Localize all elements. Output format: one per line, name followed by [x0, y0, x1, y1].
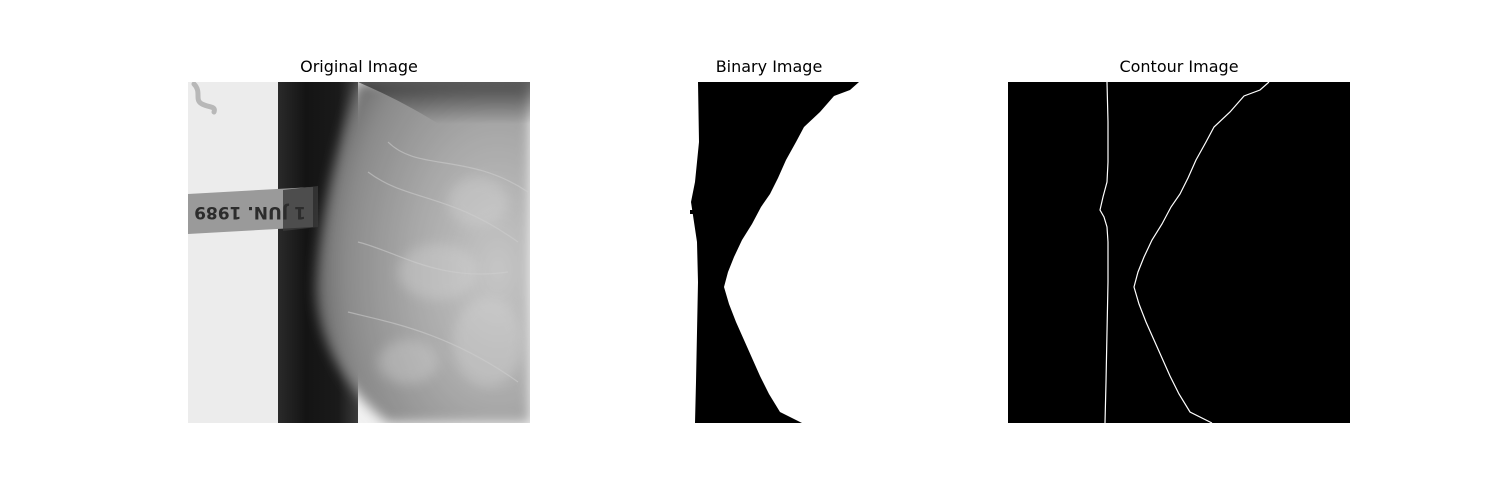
contour-image-title: Contour Image [1119, 57, 1239, 76]
binary-image-panel [598, 82, 940, 423]
light-left-strip [188, 82, 283, 423]
tissue-fibers [347, 141, 529, 383]
original-image: 1 JUN. 1989 [188, 82, 530, 423]
binary-image [598, 82, 940, 423]
contour-image-panel [1008, 82, 1350, 423]
original-image-panel: 1 JUN. 1989 [188, 82, 530, 423]
contour-image [1008, 82, 1350, 423]
label-strip-shadow [283, 186, 318, 231]
tissue-texture [378, 177, 523, 387]
binary-image-title: Binary Image [715, 57, 823, 76]
contour-background [1008, 82, 1350, 423]
left-contour-line [1099, 82, 1109, 423]
tissue-shadow [358, 82, 530, 202]
clip-marker [191, 82, 217, 115]
binary-mask [691, 82, 859, 423]
label-strip [188, 187, 313, 234]
mask-speck [690, 210, 693, 214]
original-image-title: Original Image [300, 57, 418, 76]
right-contour-line [1133, 82, 1270, 423]
label-strip-text: 1 JUN. 1989 [194, 202, 306, 222]
